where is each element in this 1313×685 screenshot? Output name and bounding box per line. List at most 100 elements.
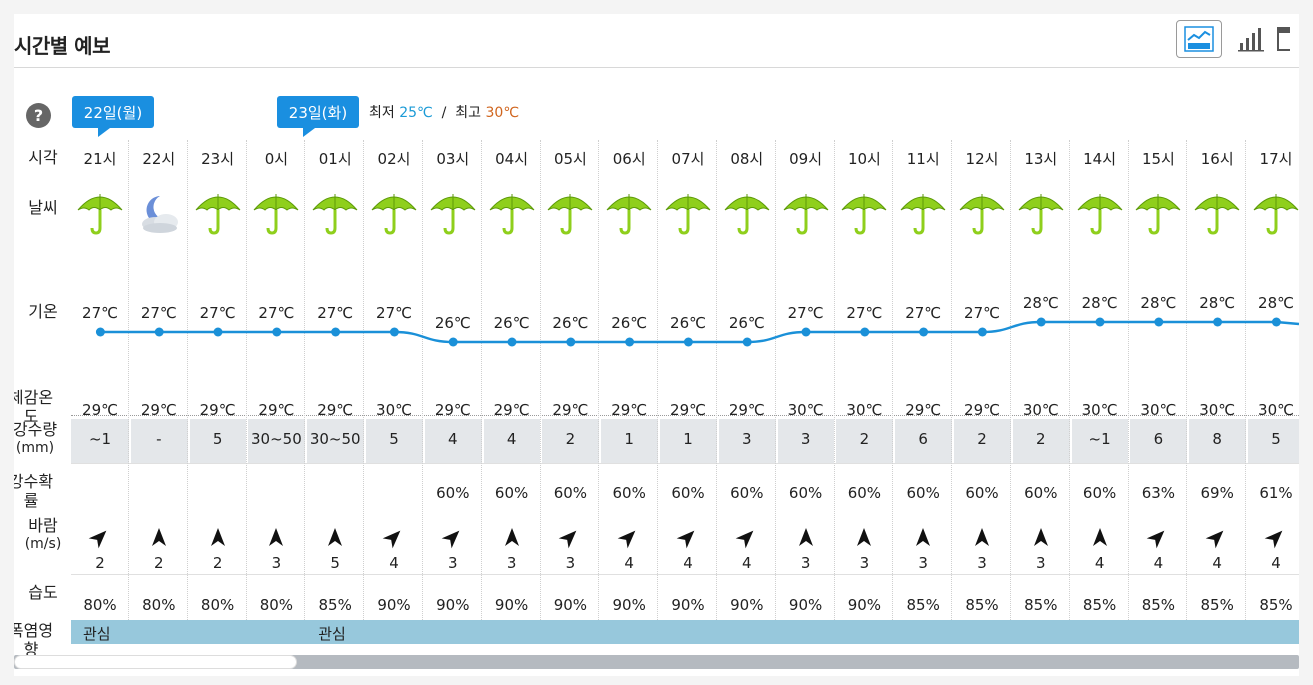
line-chart-view-button[interactable] [1176,20,1222,58]
feels-like-value: 29℃ [552,401,589,419]
temperature-point [625,337,635,347]
temperature-label: 28℃ [1258,294,1294,312]
rain-cell-divider [658,419,660,463]
rain-probability-value: 63% [1141,484,1176,502]
rain-umbrella-icon [189,190,247,240]
rain-umbrella-icon [953,190,1011,240]
feels-like-value: 29℃ [82,401,118,419]
humidity-value: 90% [494,596,529,614]
row-label-wind-unit: (m/s) [24,536,62,552]
humidity-value: 90% [612,596,646,614]
title-divider [14,67,1299,68]
rain-umbrella-icon [424,190,482,240]
feels-like-value: 29℃ [964,401,1000,419]
wind-direction-icon [1188,526,1246,552]
wind-direction-icon [483,526,541,552]
rain-cell-divider [775,419,778,463]
hour-time: 02시 [377,150,411,168]
rain-probability-value: 60% [671,484,705,502]
max-label: 최고 [455,105,482,121]
hour-column: 04시 26℃ 29℃ 4 60% 3 90% [483,140,541,646]
table-icon [1277,27,1290,51]
temperature-point [389,327,399,337]
rain-umbrella-icon [306,190,364,240]
hour-column: 0시 27℃ 29℃ 30~50 3 80% [247,140,306,646]
min-max-summary: 최저 25℃ / 최고 30℃ [369,102,519,122]
hour-time: 01시 [318,150,352,168]
temperature-point [507,337,517,347]
rain-probability-value: 60% [612,484,646,502]
hour-column: 01시 27℃ 29℃ 30~50 5 85% [306,140,365,646]
rain-umbrella-icon [659,190,717,240]
rain-amount-value: ~1 [88,430,112,448]
wind-direction-icon [541,526,599,552]
wind-speed-value: 4 [742,554,752,572]
hour-column: 21시 27℃ 29℃ ~1 2 80% [71,140,129,646]
humidity-value: 90% [553,596,588,614]
rain-probability-value: 60% [494,484,529,502]
wind-speed-value: 3 [859,554,870,572]
rain-amount-value: 4 [506,430,517,448]
hour-time: 16시 [1200,150,1234,168]
humidity-value: 85% [1082,596,1117,614]
temperature-point [1154,317,1164,327]
rain-umbrella-icon [777,190,835,240]
temperature-point [213,327,223,337]
row-label-rain-prob: 강수확률 [14,472,54,510]
row-label-heat: 폭염영향 [14,621,54,659]
rain-cell-divider [893,419,896,463]
date-tag-1: 23일(화) [277,96,359,137]
rain-umbrella-icon [1188,190,1246,240]
row-label-temp: 기온 [28,302,58,321]
temperature-label: 26℃ [611,314,648,332]
rain-cell-divider [599,419,602,463]
humidity-value: 85% [965,596,999,614]
hour-time: 12시 [965,150,999,168]
wind-speed-value: 5 [330,554,340,572]
row-divider [71,463,1299,464]
wind-direction-icon [718,526,776,552]
row-label-time: 시각 [28,148,58,167]
temperature-label: 26℃ [493,314,530,332]
rain-umbrella-icon [835,190,893,240]
hour-time: 17시 [1259,150,1293,168]
feels-like-value: 29℃ [905,401,942,419]
row-label-feels: 체감온도 [14,388,54,426]
hour-column: 02시 27℃ 30℃ 5 4 90% [365,140,423,646]
rain-cell-divider [1128,419,1131,463]
humidity-value: 80% [259,596,294,614]
min-max-separator: / [441,105,447,121]
temperature-point [1271,317,1281,327]
feels-like-value: 29℃ [317,401,354,419]
rain-probability-value: 60% [553,484,588,502]
bar-chart-view-button[interactable] [1228,20,1274,58]
feels-like-value: 30℃ [1140,401,1177,419]
hour-column: 16시 28℃ 30℃ 8 69% 4 85% [1188,140,1247,646]
temperature-label: 26℃ [670,314,706,332]
help-icon[interactable]: ? [26,103,51,128]
rain-amount-value: 6 [1153,430,1164,448]
hour-column: 13시 28℃ 30℃ 2 60% 3 85% [1012,140,1070,646]
wind-direction-icon [1247,526,1299,552]
rain-probability-value: 60% [730,484,764,502]
table-view-button[interactable] [1276,20,1299,58]
horizontal-scrollbar-track[interactable] [14,655,1299,669]
heat-impact-bar [71,620,1299,644]
wind-speed-value: 4 [624,554,634,572]
hour-time: 23시 [201,150,235,168]
wind-speed-value: 3 [918,554,928,572]
row-label-weather: 날씨 [28,198,58,217]
feels-like-value: 30℃ [787,401,824,419]
rain-umbrella-icon [600,190,658,240]
hour-column: 15시 28℃ 30℃ 6 63% 4 85% [1129,140,1188,646]
temperature-line-chart [95,317,1299,347]
wind-direction-icon [130,526,188,552]
rain-cell-divider [1187,419,1190,463]
rain-probability-value: 60% [436,484,470,502]
rain-amount-value: 2 [859,430,870,448]
humidity-value: 85% [1024,596,1058,614]
rain-probability-value: 60% [788,484,823,502]
hour-time: 09시 [789,150,823,168]
horizontal-scrollbar-thumb[interactable] [14,655,297,669]
hour-column: 05시 26℃ 29℃ 2 60% 3 90% [541,140,600,646]
